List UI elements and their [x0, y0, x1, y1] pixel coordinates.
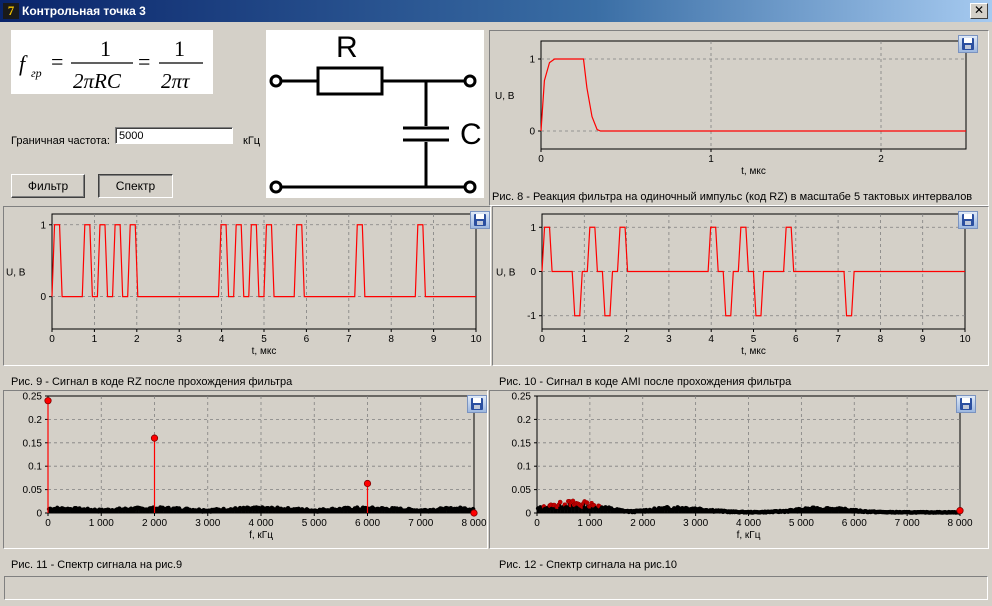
- fig8-panel: [489, 30, 989, 206]
- app-icon: 7: [3, 3, 19, 19]
- svg-text:=: =: [51, 49, 63, 74]
- filter-button[interactable]: Фильтр: [11, 174, 85, 198]
- fig11-save-button[interactable]: [467, 395, 487, 413]
- fig8-caption: Рис. 8 - Реакция фильтра на одиночный им…: [492, 191, 973, 203]
- fig10-caption: Рис. 10 - Сигнал в коде AMI после прохож…: [499, 376, 792, 388]
- formula-sub: гр: [31, 66, 42, 80]
- save-icon: [962, 38, 974, 50]
- fig9-save-button[interactable]: [470, 211, 490, 229]
- formula-f: f: [19, 51, 28, 76]
- rc-circuit-diagram: R C: [266, 30, 484, 198]
- formula-den2: 2πτ: [161, 69, 191, 93]
- fig12-caption: Рис. 12 - Спектр сигнала на рис.10: [499, 559, 678, 571]
- formula-num2: 1: [174, 36, 185, 61]
- resistor-label: R: [336, 31, 358, 64]
- cutoff-frequency-input[interactable]: [115, 127, 233, 144]
- fig12-panel: [489, 390, 989, 549]
- fig12-save-button[interactable]: [956, 395, 976, 413]
- formula-den1: 2πRC: [73, 69, 122, 93]
- fig10-panel: [492, 206, 989, 366]
- cutoff-label: Граничная частота:: [11, 135, 110, 147]
- title-bar: 7 Контрольная точка 3 ✕: [0, 0, 992, 22]
- fig8-save-button[interactable]: [958, 35, 978, 53]
- status-bar: [4, 576, 988, 600]
- save-icon: [474, 214, 486, 226]
- save-icon: [962, 214, 974, 226]
- cutoff-unit: кГц: [243, 135, 261, 147]
- svg-text:=: =: [138, 49, 150, 74]
- resistor-symbol: [316, 66, 384, 96]
- save-icon: [960, 398, 972, 410]
- fig11-caption: Рис. 11 - Спектр сигнала на рис.9: [11, 559, 183, 571]
- window-title: Контрольная точка 3: [22, 4, 146, 18]
- fig11-panel: [3, 390, 488, 549]
- spectrum-button[interactable]: Спектр: [98, 174, 173, 198]
- close-button[interactable]: ✕: [970, 3, 988, 19]
- fig9-panel: [3, 206, 491, 366]
- fig10-save-button[interactable]: [958, 211, 978, 229]
- save-icon: [471, 398, 483, 410]
- formula-num1: 1: [100, 36, 111, 61]
- capacitor-label: C: [460, 118, 482, 151]
- cutoff-formula: f гр = 1 2πRC = 1 2πτ: [11, 30, 213, 94]
- fig9-caption: Рис. 9 - Сигнал в коде RZ после прохожде…: [11, 376, 293, 388]
